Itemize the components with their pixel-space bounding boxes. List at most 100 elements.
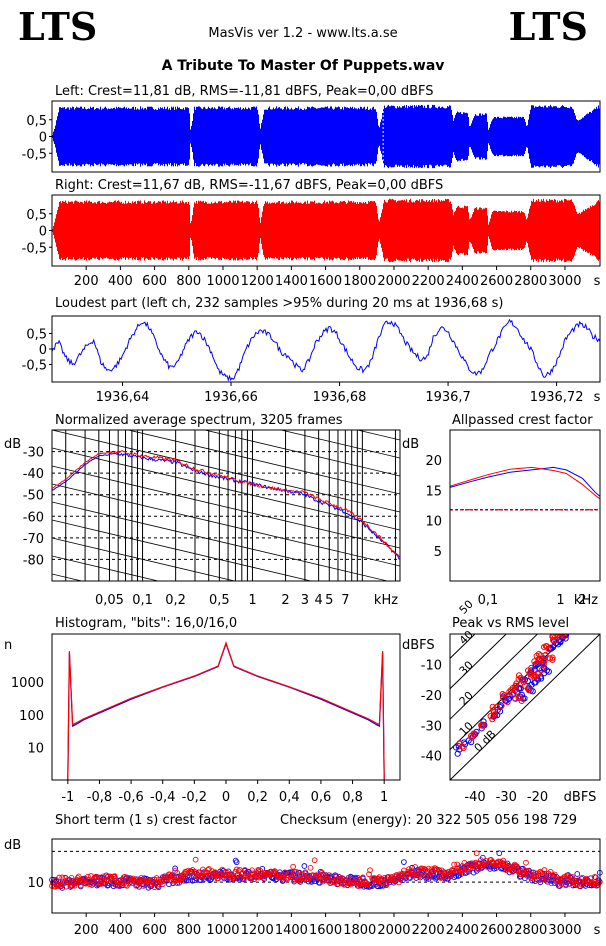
shortcrest-point bbox=[404, 872, 410, 878]
right-ytick: -0,5 bbox=[22, 241, 47, 256]
peakrms-point-R bbox=[533, 652, 540, 659]
shortcrest-point bbox=[422, 874, 429, 880]
shortcrest-xtick: 3000 bbox=[548, 923, 581, 938]
shortcrest-point bbox=[59, 874, 66, 881]
shortcrest-point bbox=[473, 850, 480, 857]
shortcrest-point bbox=[333, 872, 340, 879]
peakrms-point-R bbox=[534, 671, 542, 678]
shortcrest-xtick: 2000 bbox=[377, 923, 410, 938]
shortcrest-point bbox=[401, 859, 407, 865]
shortcrest-point bbox=[426, 873, 433, 880]
shortcrest-xtick: 1000 bbox=[206, 923, 239, 938]
spectrum-xtick: 0,1 bbox=[132, 593, 153, 608]
peakrms-xtick: dBFS bbox=[564, 790, 597, 805]
allpass-ytick: 5 bbox=[434, 545, 442, 560]
right-xtick: 1200 bbox=[241, 274, 274, 289]
right-xtick: 400 bbox=[108, 274, 133, 289]
right-xtick: 2000 bbox=[377, 274, 410, 289]
shortcrest-point bbox=[248, 875, 254, 882]
shortcrest-point bbox=[243, 873, 249, 879]
spectrum-slope-line bbox=[52, 447, 400, 531]
shortcrest-point bbox=[293, 869, 300, 875]
shortcrest-point bbox=[95, 881, 102, 887]
spectrum-xtick: 0,5 bbox=[209, 593, 230, 608]
shortcrest-point bbox=[366, 871, 372, 878]
spectrum-xtick: 0,2 bbox=[165, 593, 186, 608]
loudest-ytick: -0,5 bbox=[22, 359, 47, 374]
allpass-title: Allpassed crest factor bbox=[452, 413, 593, 428]
peakrms-ytick: -40 bbox=[421, 750, 442, 765]
histogram-xtick: 0,4 bbox=[279, 790, 300, 805]
peakrms-xtick: -20 bbox=[527, 790, 548, 805]
peakrms-point-R bbox=[526, 670, 534, 677]
peakrms-point-R bbox=[470, 730, 477, 737]
allpass-series-L bbox=[449, 466, 601, 497]
shortcrest-point bbox=[412, 864, 419, 870]
peakrms-point-R bbox=[561, 634, 568, 640]
right-xtick: 3000 bbox=[548, 274, 581, 289]
shortcrest-point bbox=[432, 865, 439, 872]
shortcrest-point bbox=[580, 882, 587, 888]
peakrms-point-R bbox=[550, 636, 557, 644]
shortcrest-point bbox=[396, 871, 403, 878]
peakrms-point-R bbox=[520, 679, 527, 686]
shortcrest-point bbox=[541, 867, 548, 873]
peakrms-point-R bbox=[542, 651, 549, 659]
shortcrest-point bbox=[308, 878, 315, 885]
peakrms-point-R bbox=[531, 674, 538, 681]
shortcrest-point bbox=[574, 871, 581, 877]
shortcrest-xtick: 2400 bbox=[446, 923, 479, 938]
peakrms-ytick: -20 bbox=[421, 689, 442, 704]
histogram-xtick: 1 bbox=[380, 790, 388, 805]
shortcrest-point bbox=[495, 858, 502, 865]
peakrms-point-L bbox=[529, 688, 536, 695]
left-ytick: -0,5 bbox=[22, 147, 47, 162]
shortcrest-point bbox=[212, 869, 218, 876]
shortcrest-point bbox=[75, 873, 82, 880]
right-xtick: 2800 bbox=[514, 274, 547, 289]
spectrum-slope-line bbox=[52, 519, 313, 581]
right-xtick: 1600 bbox=[309, 274, 342, 289]
shortcrest-point bbox=[532, 870, 539, 876]
spectrum-xtick: 1 bbox=[248, 593, 256, 608]
peakrms-frame bbox=[449, 633, 601, 781]
shortcrest-point bbox=[76, 877, 83, 884]
peakrms-diagonal bbox=[450, 634, 600, 780]
shortcrest-point bbox=[365, 881, 371, 887]
left-wave bbox=[52, 104, 600, 169]
peakrms-point-R bbox=[498, 702, 505, 709]
histogram-xtick: 0 bbox=[222, 790, 230, 805]
shortcrest-point bbox=[68, 875, 75, 881]
shortcrest-point bbox=[315, 871, 322, 877]
spectrum-grid bbox=[52, 430, 400, 764]
shortcrest-point bbox=[425, 865, 432, 872]
spectrum-slope-line bbox=[52, 646, 400, 728]
shortcrest-point bbox=[170, 876, 176, 882]
shortcrest-point bbox=[172, 865, 178, 872]
spectrum-slope-line bbox=[279, 430, 400, 459]
shortcrest-point bbox=[257, 867, 264, 874]
histogram-ytick: 1000 bbox=[11, 676, 44, 691]
peakrms-point-R bbox=[538, 666, 545, 674]
shortcrest-point bbox=[123, 882, 129, 888]
loudest-xtick: 1936,7 bbox=[425, 390, 471, 405]
histogram-title: Histogram, "bits": 16,0/16,0 bbox=[55, 616, 237, 631]
spectrum-series-R bbox=[52, 449, 400, 558]
shortcrest-point bbox=[290, 863, 296, 870]
peakrms-point-L bbox=[478, 725, 485, 732]
shortcrest-point bbox=[368, 882, 374, 889]
peakrms-point-R bbox=[528, 673, 535, 680]
shortcrest-point bbox=[56, 874, 63, 881]
shortcrest-point bbox=[73, 879, 80, 885]
spectrum-title: Normalized average spectrum, 3205 frames bbox=[55, 413, 343, 428]
shortcrest-point bbox=[260, 875, 267, 881]
shortcrest-point bbox=[548, 880, 555, 887]
peakrms-diag-label: 20 bbox=[457, 689, 476, 708]
shortcrest-point bbox=[516, 871, 523, 877]
spectrum-slope-line bbox=[52, 682, 400, 764]
loudest-xtick: 1936,64 bbox=[96, 390, 150, 405]
shortcrest-point bbox=[236, 866, 243, 873]
spectrum-xtick: 3 bbox=[301, 593, 309, 608]
peakrms-point-R bbox=[490, 707, 497, 714]
